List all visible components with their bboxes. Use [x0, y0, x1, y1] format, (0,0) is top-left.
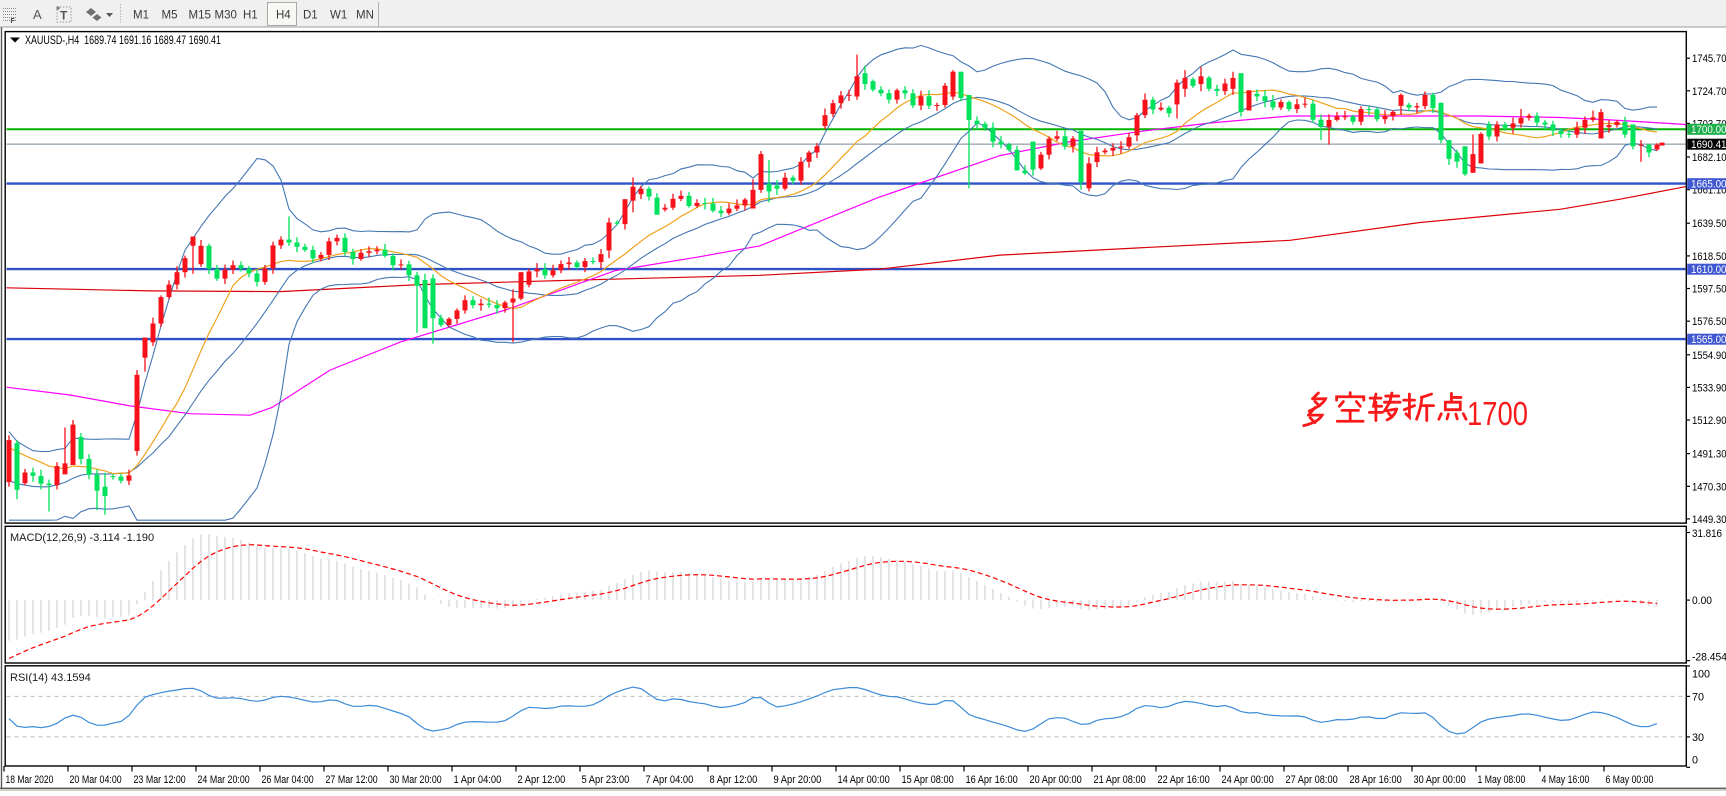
- svg-text:1 Apr 04:00: 1 Apr 04:00: [454, 774, 502, 786]
- svg-text:1610.00: 1610.00: [1691, 264, 1726, 276]
- svg-text:31.816: 31.816: [1692, 528, 1722, 540]
- svg-text:1618.50: 1618.50: [1692, 251, 1726, 263]
- svg-text:8 Apr 12:00: 8 Apr 12:00: [710, 774, 758, 786]
- svg-text:M15: M15: [189, 10, 211, 22]
- svg-text:F: F: [11, 18, 16, 25]
- svg-text:1690.41: 1690.41: [1691, 139, 1726, 151]
- svg-text:1533.90: 1533.90: [1692, 382, 1726, 394]
- svg-text:21 Apr 08:00: 21 Apr 08:00: [1094, 774, 1146, 786]
- svg-text:-28.454: -28.454: [1692, 651, 1726, 663]
- svg-text:MN: MN: [356, 10, 374, 22]
- svg-text:26 Mar 04:00: 26 Mar 04:00: [262, 774, 314, 786]
- svg-text:70: 70: [1692, 691, 1704, 703]
- svg-text:22 Apr 16:00: 22 Apr 16:00: [1158, 774, 1210, 786]
- svg-text:1682.10: 1682.10: [1692, 152, 1726, 164]
- svg-text:20 Mar 04:00: 20 Mar 04:00: [70, 774, 122, 786]
- svg-text:14 Apr 00:00: 14 Apr 00:00: [838, 774, 890, 786]
- svg-text:1745.70: 1745.70: [1692, 53, 1726, 65]
- svg-text:MACD(12,26,9) -3.114 -1.190: MACD(12,26,9) -3.114 -1.190: [10, 532, 154, 544]
- svg-text:1665.00: 1665.00: [1691, 179, 1726, 191]
- svg-text:1554.90: 1554.90: [1692, 350, 1726, 362]
- svg-text:28 Apr 16:00: 28 Apr 16:00: [1350, 774, 1402, 786]
- svg-text:0.00: 0.00: [1692, 595, 1712, 607]
- svg-text:100: 100: [1692, 669, 1710, 681]
- svg-text:2 Apr 12:00: 2 Apr 12:00: [518, 774, 566, 786]
- svg-text:1724.70: 1724.70: [1692, 86, 1726, 98]
- svg-text:1700.00: 1700.00: [1691, 124, 1726, 136]
- svg-text:T: T: [60, 9, 68, 23]
- svg-text:RSI(14) 43.1594: RSI(14) 43.1594: [10, 672, 91, 684]
- svg-text:7 Apr 04:00: 7 Apr 04:00: [646, 774, 694, 786]
- svg-text:24 Apr 00:00: 24 Apr 00:00: [1222, 774, 1274, 786]
- svg-text:1597.50: 1597.50: [1692, 284, 1726, 296]
- svg-text:20 Apr 00:00: 20 Apr 00:00: [1030, 774, 1082, 786]
- svg-text:1565.00: 1565.00: [1691, 334, 1726, 346]
- svg-text:1576.50: 1576.50: [1692, 316, 1726, 328]
- svg-text:9 Apr 20:00: 9 Apr 20:00: [774, 774, 822, 786]
- svg-text:6 May 00:00: 6 May 00:00: [1606, 774, 1654, 786]
- svg-text:0: 0: [1692, 754, 1698, 766]
- svg-text:24 Mar 20:00: 24 Mar 20:00: [198, 774, 250, 786]
- svg-text:A: A: [33, 7, 42, 22]
- svg-text:30 Mar 20:00: 30 Mar 20:00: [390, 774, 442, 786]
- svg-text:1 May 08:00: 1 May 08:00: [1478, 774, 1526, 786]
- svg-text:30 Apr 00:00: 30 Apr 00:00: [1414, 774, 1466, 786]
- svg-text:27 Apr 08:00: 27 Apr 08:00: [1286, 774, 1338, 786]
- svg-text:XAUUSD-,H4 1689.74 1691.16 16: XAUUSD-,H4 1689.74 1691.16 1689.47 1690.…: [25, 33, 221, 47]
- svg-text:4 May 16:00: 4 May 16:00: [1542, 774, 1590, 786]
- svg-text:1449.30: 1449.30: [1692, 514, 1726, 526]
- svg-text:M30: M30: [215, 10, 237, 22]
- svg-text:W1: W1: [330, 10, 347, 22]
- svg-text:5 Apr 23:00: 5 Apr 23:00: [582, 774, 630, 786]
- svg-text:15 Apr 08:00: 15 Apr 08:00: [902, 774, 954, 786]
- svg-text:1512.90: 1512.90: [1692, 415, 1726, 427]
- svg-text:M5: M5: [162, 10, 178, 22]
- svg-text:H4: H4: [276, 10, 291, 22]
- svg-text:1491.30: 1491.30: [1692, 449, 1726, 461]
- svg-text:1470.30: 1470.30: [1692, 481, 1726, 493]
- svg-text:1700: 1700: [1467, 396, 1528, 433]
- svg-text:27 Mar 12:00: 27 Mar 12:00: [326, 774, 378, 786]
- svg-text:H1: H1: [243, 10, 258, 22]
- svg-text:D1: D1: [303, 10, 318, 22]
- svg-text:18 Mar 2020: 18 Mar 2020: [6, 774, 54, 786]
- svg-text:23 Mar 12:00: 23 Mar 12:00: [134, 774, 186, 786]
- svg-text:1639.50: 1639.50: [1692, 218, 1726, 230]
- svg-text:30: 30: [1692, 732, 1704, 744]
- svg-text:16 Apr 16:00: 16 Apr 16:00: [966, 774, 1018, 786]
- svg-text:M1: M1: [133, 10, 149, 22]
